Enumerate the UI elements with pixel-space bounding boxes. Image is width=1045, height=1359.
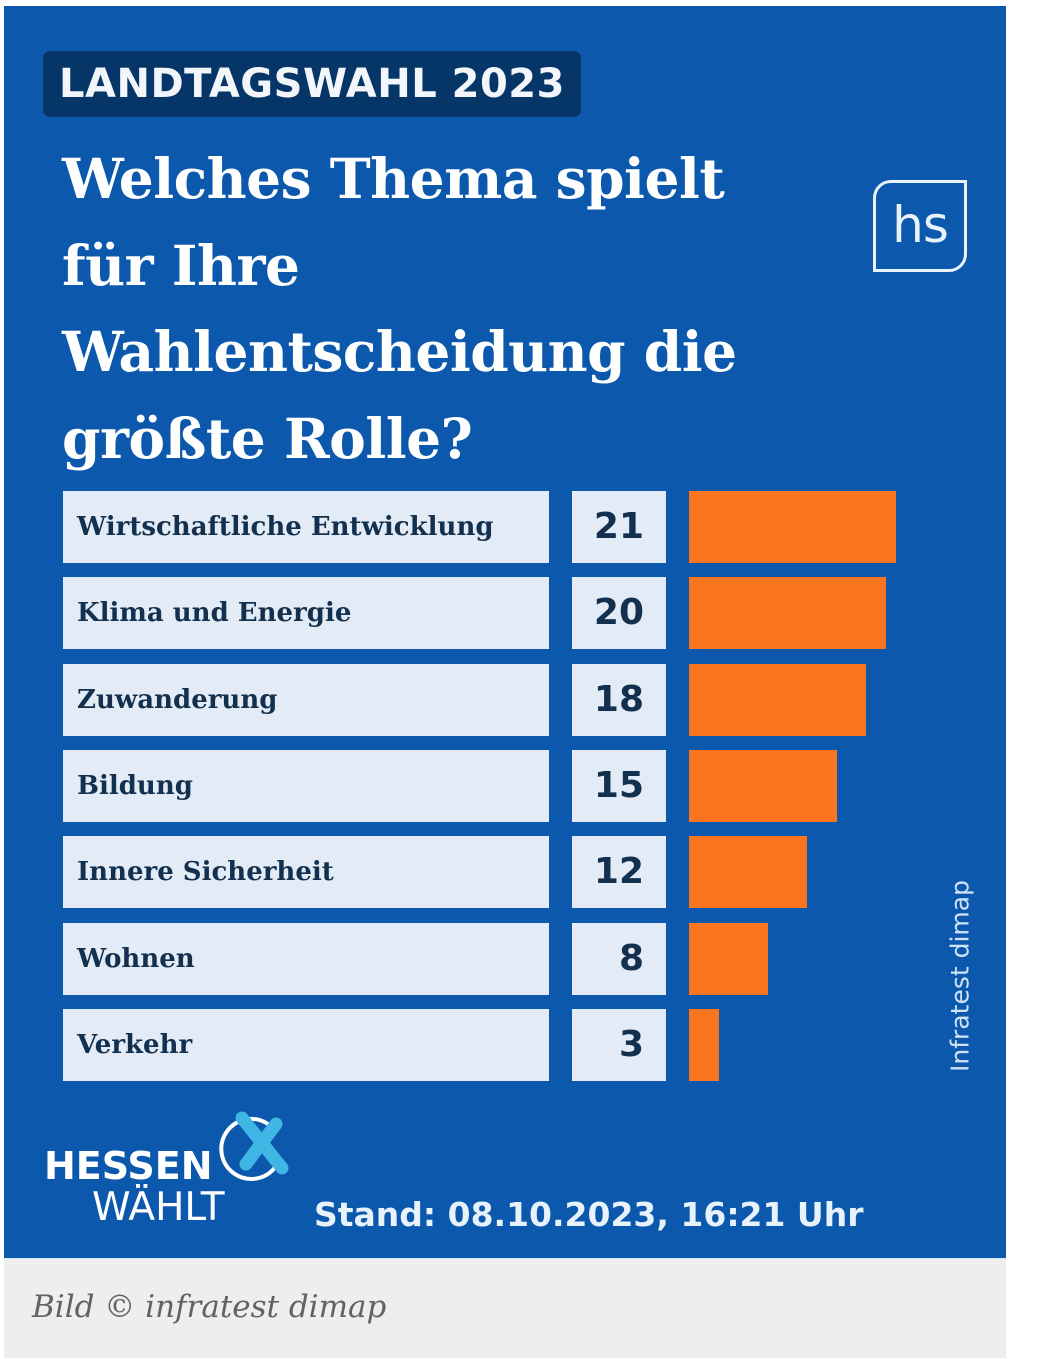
- brand-waehlt: WÄHLT: [92, 1185, 225, 1230]
- chart-row: Verkehr 3: [63, 1008, 963, 1081]
- title-line: Welches Thema spielt: [62, 146, 725, 211]
- title-line: für Ihre: [62, 232, 300, 298]
- chart-row: Wirtschaftliche Entwicklung 21: [63, 491, 963, 563]
- bar: [689, 491, 896, 563]
- bar: [689, 1008, 719, 1081]
- chart-title: Welches Thema spielt für Ihre Wahlentsch…: [62, 136, 822, 482]
- chart-row: Bildung 15: [63, 749, 963, 822]
- value-label: 21: [572, 491, 666, 563]
- chart-row: Innere Sicherheit 12: [63, 836, 963, 909]
- category-label: Innere Sicherheit: [63, 836, 549, 909]
- ballot-cross-icon: [219, 1111, 289, 1181]
- caption-text: Bild © infratest dimap: [32, 1289, 387, 1325]
- value-label: 20: [572, 577, 666, 650]
- brand-hessen: HESSEN: [44, 1144, 213, 1188]
- value-label: 12: [572, 836, 666, 909]
- bar: [689, 749, 837, 822]
- category-label: Bildung: [63, 749, 549, 822]
- chart-row: Zuwanderung 18: [63, 663, 963, 736]
- category-label: Wohnen: [63, 922, 549, 995]
- image-caption: Bild © infratest dimap: [4, 1258, 1006, 1358]
- value-label: 15: [572, 749, 666, 822]
- bar: [689, 663, 866, 736]
- value-label: 3: [572, 1008, 666, 1081]
- source-label-vertical: Infratest dimap: [932, 870, 988, 1082]
- timestamp: Stand: 08.10.2023, 16:21 Uhr: [314, 1195, 864, 1234]
- chart-row: Wohnen 8: [63, 922, 963, 995]
- title-line: Wahlentscheidung die: [62, 319, 737, 384]
- source-text: Infratest dimap: [945, 880, 975, 1072]
- value-label: 18: [572, 663, 666, 736]
- category-label: Zuwanderung: [63, 663, 549, 736]
- title-line: größte Rolle?: [62, 405, 473, 471]
- bar: [689, 922, 768, 995]
- election-badge: LANDTAGSWAHL 2023: [43, 51, 581, 117]
- bar: [689, 836, 807, 909]
- category-label: Verkehr: [63, 1008, 549, 1081]
- hs-logo: hs: [873, 180, 967, 272]
- bar: [689, 577, 886, 650]
- category-label: Klima und Energie: [63, 577, 549, 650]
- hessen-waehlt-logo: HESSEN WÄHLT: [40, 1110, 300, 1235]
- value-label: 8: [572, 922, 666, 995]
- chart-row: Klima und Energie 20: [63, 577, 963, 650]
- category-label: Wirtschaftliche Entwicklung: [63, 491, 549, 563]
